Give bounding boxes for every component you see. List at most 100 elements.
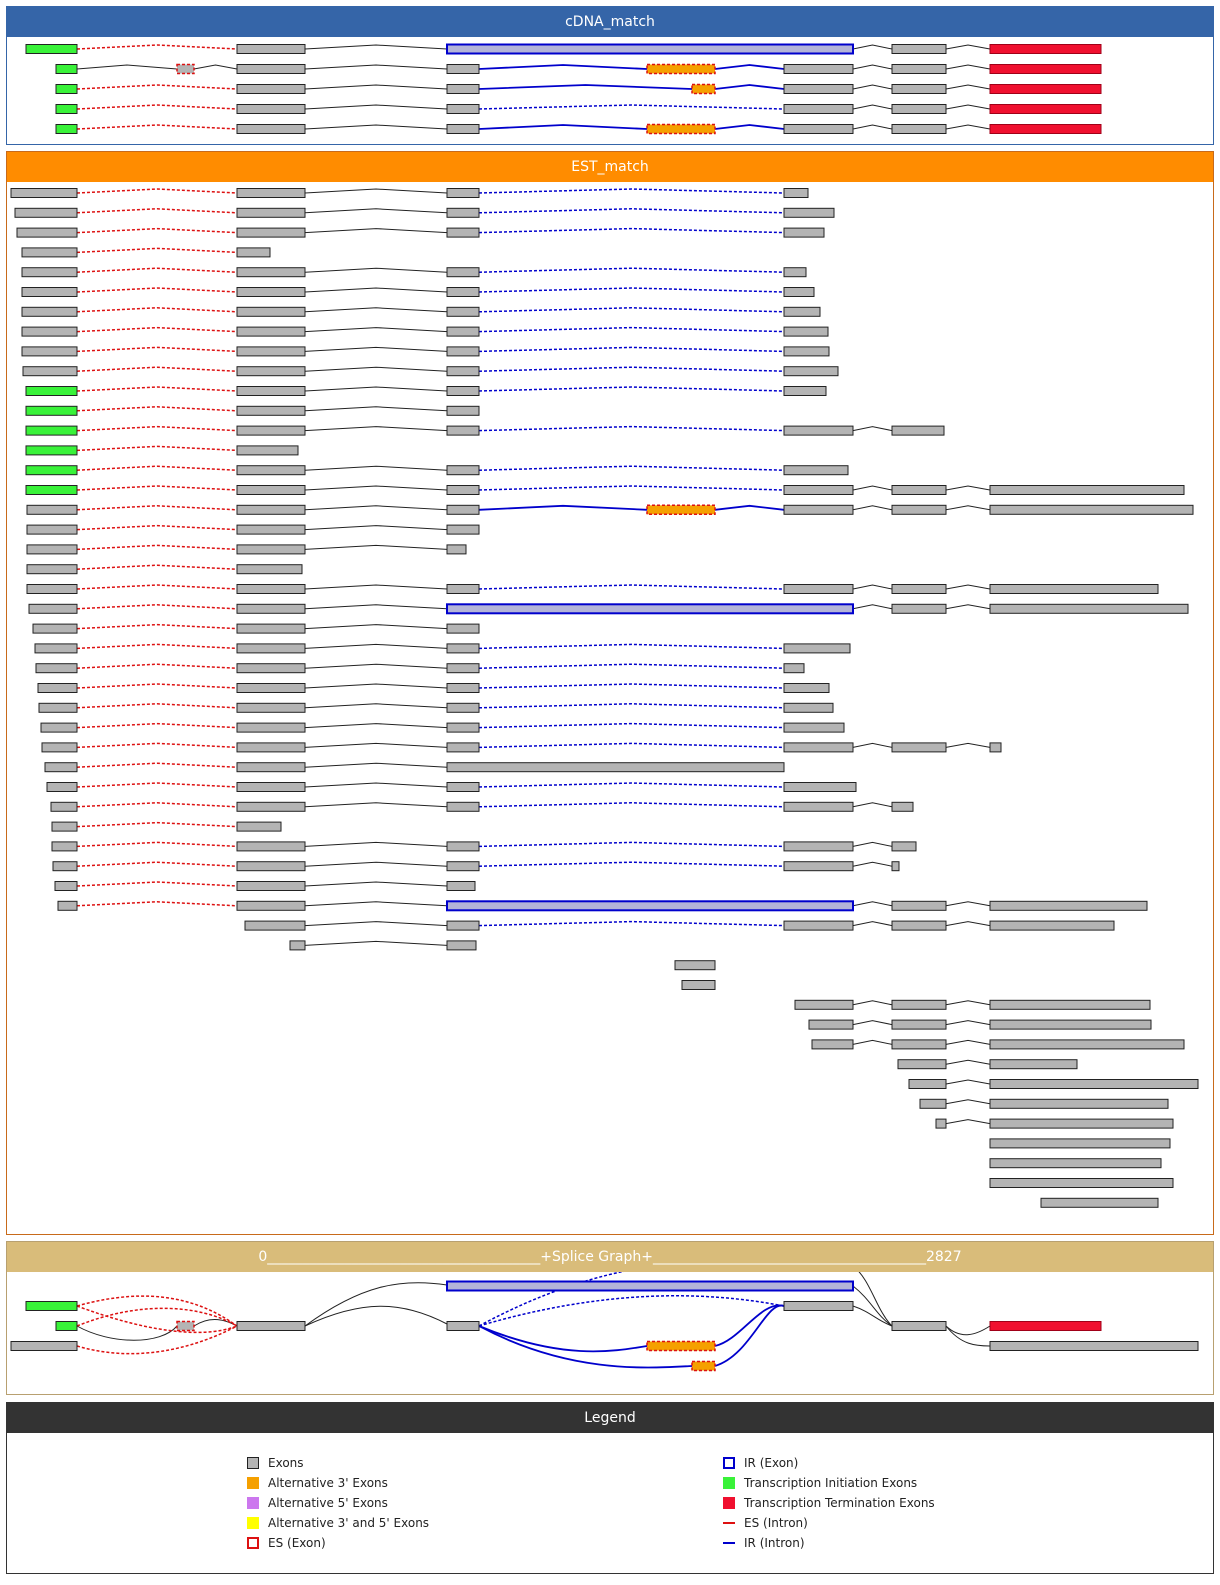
exon-block bbox=[891, 1039, 947, 1050]
exon-block bbox=[21, 247, 78, 258]
intron-line bbox=[304, 287, 448, 293]
transcript-track bbox=[811, 1039, 1185, 1050]
exon-block bbox=[236, 227, 306, 238]
exon-block bbox=[783, 84, 854, 94]
exon-block bbox=[989, 485, 1185, 495]
exon-block bbox=[783, 702, 834, 713]
exon-block bbox=[44, 762, 78, 773]
es-intron-line bbox=[76, 346, 238, 353]
exon-block bbox=[236, 900, 306, 911]
exon-block bbox=[681, 980, 716, 990]
exon-block bbox=[236, 623, 306, 634]
transcript-track bbox=[16, 227, 825, 238]
exon-block bbox=[446, 544, 467, 555]
transcript-track bbox=[44, 762, 785, 773]
ir-splice-edge bbox=[478, 1325, 648, 1353]
initiation-exon bbox=[25, 405, 78, 416]
intron-line bbox=[304, 762, 448, 768]
es-splice-edge bbox=[76, 1305, 238, 1334]
intron-line bbox=[304, 782, 448, 788]
termination-exon bbox=[989, 84, 1102, 94]
exon-block bbox=[446, 267, 480, 278]
transcript-track bbox=[289, 940, 477, 951]
intron-line bbox=[852, 1020, 893, 1026]
transcript-track bbox=[935, 1118, 1174, 1129]
exon-block bbox=[989, 999, 1151, 1010]
exon-block bbox=[446, 104, 480, 114]
exon-block bbox=[446, 465, 480, 476]
intron-line bbox=[852, 426, 893, 432]
intron-line bbox=[304, 84, 448, 90]
transcript-track bbox=[26, 544, 467, 555]
alt35-icon bbox=[247, 1517, 259, 1529]
intron-line bbox=[945, 584, 991, 590]
exon-block bbox=[446, 702, 480, 713]
transcript-track bbox=[37, 683, 830, 693]
exon-block bbox=[236, 465, 306, 476]
transcript-track bbox=[26, 584, 1159, 594]
intron-line bbox=[852, 742, 893, 748]
exon-block bbox=[794, 999, 854, 1010]
transcript-track bbox=[674, 960, 716, 971]
legend-item: Alternative 5' Exons bbox=[247, 1493, 429, 1513]
ir-dashed-intron-line bbox=[478, 465, 785, 471]
initiation-exon bbox=[55, 1321, 78, 1331]
es-intron-line bbox=[76, 663, 238, 669]
transcript-track bbox=[244, 920, 1115, 931]
es-intron-line bbox=[76, 821, 238, 828]
transcript-track bbox=[55, 123, 1102, 135]
es-intron-line bbox=[76, 802, 238, 808]
transcript-track bbox=[55, 63, 1102, 75]
exon-block bbox=[919, 1098, 947, 1109]
exon-block bbox=[236, 564, 303, 575]
transcript-track bbox=[57, 900, 1148, 912]
exon-block bbox=[1040, 1197, 1159, 1208]
transcript-track bbox=[21, 306, 821, 317]
ir-splice-edge bbox=[714, 1304, 785, 1347]
intron-line bbox=[304, 544, 448, 550]
intron-line bbox=[852, 802, 893, 808]
splice-graph bbox=[10, 1272, 1199, 1372]
exon-block bbox=[783, 326, 829, 337]
exon-block bbox=[236, 524, 306, 535]
intron-line bbox=[304, 44, 448, 50]
legend-right-column: IR (Exon) Transcription Initiation Exons T… bbox=[723, 1453, 935, 1553]
ir-dashed-intron-line bbox=[478, 386, 785, 392]
es-intron-line bbox=[76, 742, 238, 749]
transcript-track bbox=[21, 287, 815, 297]
es-intron-line bbox=[76, 861, 238, 867]
intron-line bbox=[852, 64, 893, 70]
exon-block bbox=[891, 801, 914, 812]
exon-block bbox=[446, 683, 480, 693]
es-intron-line bbox=[76, 188, 238, 194]
splice-graph-area bbox=[7, 1272, 1213, 1394]
legend-item: ES (Intron) bbox=[723, 1513, 935, 1533]
exon-block bbox=[446, 742, 480, 753]
exon-block bbox=[236, 722, 306, 733]
exon-block bbox=[989, 1118, 1174, 1129]
legend-item: IR (Intron) bbox=[723, 1533, 935, 1553]
ir-dashed-intron-line bbox=[478, 782, 785, 788]
ir-dashed-intron-line bbox=[478, 366, 785, 372]
cdna-tracks bbox=[25, 43, 1102, 135]
initiation-exon bbox=[55, 104, 78, 114]
intron-line bbox=[945, 1099, 991, 1105]
legend-title: Legend bbox=[7, 1403, 1213, 1433]
alt5-icon bbox=[247, 1497, 259, 1509]
exon-block bbox=[21, 326, 78, 337]
ir-intron-line bbox=[478, 504, 648, 511]
exon-block bbox=[446, 881, 476, 891]
exon-block bbox=[34, 643, 78, 654]
exon-block bbox=[236, 584, 306, 594]
exon-block bbox=[989, 1158, 1162, 1169]
termination-exon bbox=[989, 44, 1102, 54]
exon-block bbox=[236, 44, 306, 54]
initiation-exon bbox=[55, 124, 78, 134]
exon-block bbox=[41, 742, 78, 753]
intron-line bbox=[852, 124, 893, 130]
exon-block bbox=[783, 920, 854, 931]
transcript-track bbox=[51, 841, 917, 852]
exon-block bbox=[236, 425, 306, 436]
intron-line bbox=[852, 921, 893, 927]
es-intron-line bbox=[76, 208, 238, 214]
